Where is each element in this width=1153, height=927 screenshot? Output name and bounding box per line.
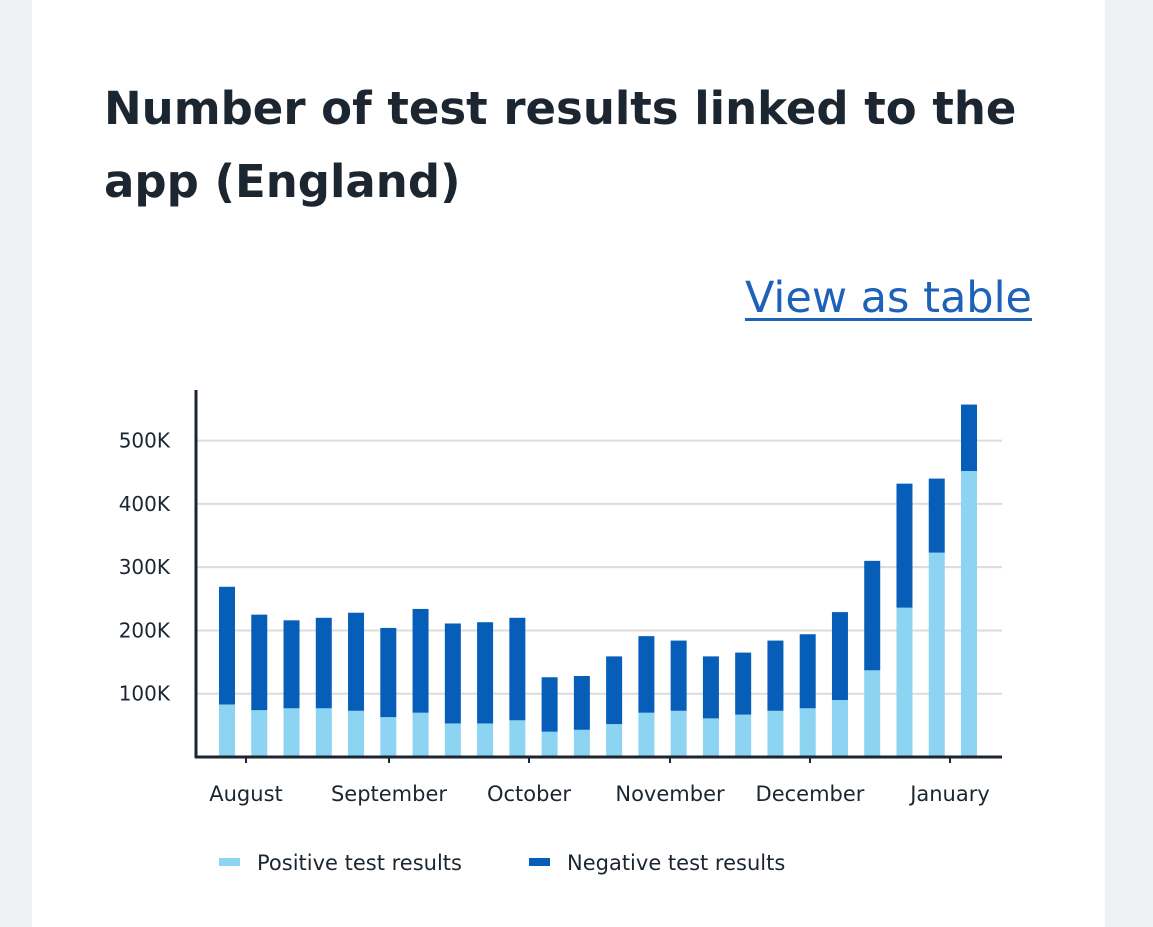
bar-positive	[573, 729, 590, 757]
bar-negative	[283, 620, 300, 709]
bar-negative	[509, 617, 526, 721]
x-axis-ticks: August September October November December Ja…	[209, 757, 990, 806]
bars	[219, 404, 977, 757]
bar-positive	[251, 710, 268, 757]
bar-negative	[348, 612, 365, 711]
bar-positive	[735, 714, 752, 757]
bar-negative	[219, 586, 235, 705]
legend-label: Negative test results	[567, 851, 785, 875]
bar-negative	[735, 652, 752, 715]
bar-positive	[767, 710, 784, 757]
y-tick-label: 500K	[119, 429, 171, 453]
bar-positive	[380, 717, 397, 757]
bar-positive	[864, 670, 881, 757]
bar-negative	[444, 623, 461, 724]
bar-positive	[477, 723, 494, 757]
bar-negative	[799, 634, 816, 709]
bar-positive	[219, 704, 235, 757]
bar-negative	[670, 640, 687, 711]
legend-swatch	[219, 858, 240, 866]
x-tick-label: January	[908, 782, 990, 806]
y-tick-label: 400K	[119, 492, 171, 516]
bar-positive	[509, 720, 526, 757]
bar-positive	[638, 712, 655, 757]
y-axis-ticks: 100K 200K 300K 400K 500K	[119, 429, 171, 706]
x-tick-label: September	[331, 782, 447, 806]
x-tick-label: August	[209, 782, 283, 806]
bar-positive	[670, 710, 687, 757]
bar-negative	[767, 640, 784, 711]
bar-positive	[283, 708, 300, 757]
bar-negative	[864, 560, 881, 671]
y-tick-label: 300K	[119, 555, 171, 579]
bar-positive	[896, 607, 913, 757]
legend-swatch	[529, 858, 550, 866]
bar-negative	[606, 656, 623, 725]
bar-negative	[928, 478, 945, 553]
bar-negative	[831, 612, 848, 701]
y-tick-label: 100K	[119, 682, 171, 706]
bar-positive	[444, 723, 461, 757]
bar-positive	[799, 708, 816, 757]
x-tick-label: October	[487, 782, 571, 806]
bar-negative	[573, 676, 590, 730]
bar-negative	[315, 617, 332, 709]
bar-negative	[961, 404, 977, 471]
bar-positive	[831, 700, 848, 757]
bar-negative	[541, 677, 558, 732]
bar-negative	[638, 636, 655, 713]
bar-positive	[412, 712, 429, 757]
x-tick-label: December	[756, 782, 865, 806]
bar-positive	[928, 552, 945, 757]
bar-positive	[541, 731, 558, 757]
legend-label: Positive test results	[257, 851, 462, 875]
bar-positive	[606, 724, 623, 757]
bar-positive	[702, 718, 719, 757]
bar-negative	[380, 627, 397, 718]
bar-negative	[412, 608, 429, 713]
chart-card: Number of test results linked to the app…	[32, 0, 1105, 927]
bar-positive	[315, 708, 332, 757]
bar-negative	[477, 622, 494, 724]
view-as-table-link[interactable]: View as table	[744, 273, 1032, 323]
bar-negative	[702, 656, 719, 719]
bar-positive	[348, 710, 365, 757]
y-tick-label: 200K	[119, 618, 171, 642]
bar-negative	[251, 614, 268, 711]
chart-title: Number of test results linked to the app…	[104, 82, 1017, 208]
x-tick-label: November	[615, 782, 725, 806]
bar-negative	[896, 483, 913, 608]
legend: Positive test results Negative test resul…	[219, 851, 785, 875]
bar-positive	[961, 470, 977, 757]
